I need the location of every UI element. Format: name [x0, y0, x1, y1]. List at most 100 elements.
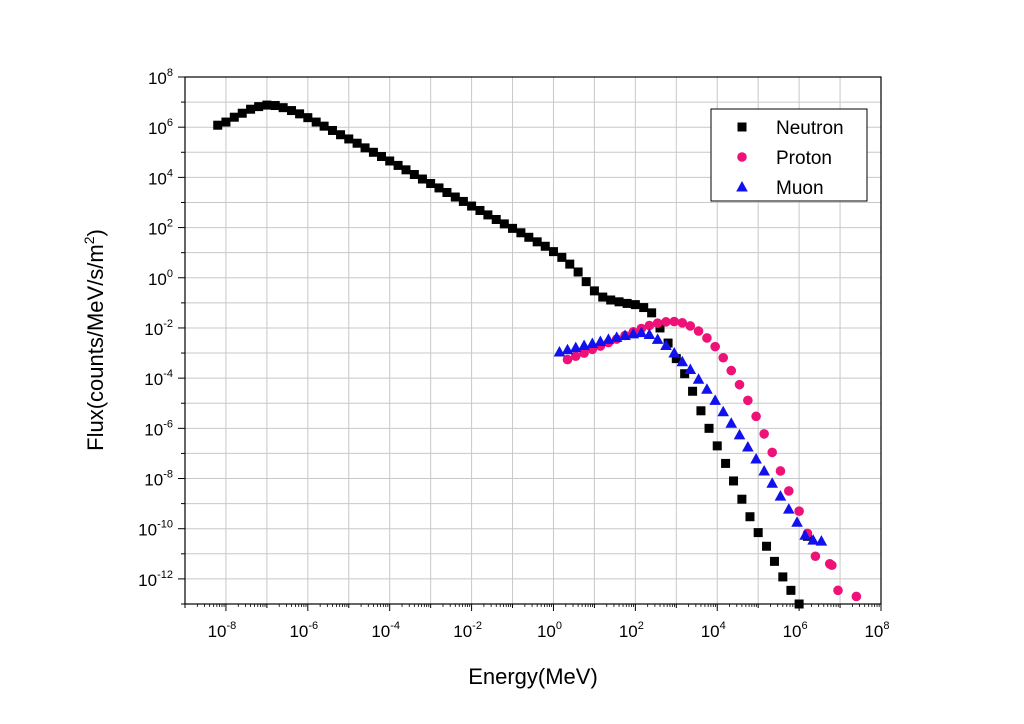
neutron-point — [221, 117, 231, 127]
x-tick-base: 10 — [864, 622, 883, 641]
muon-point — [610, 331, 623, 342]
muon-point — [684, 363, 697, 375]
neutron-point — [278, 103, 288, 113]
proton-point — [562, 354, 573, 365]
muon-point — [561, 343, 574, 355]
proton-point — [570, 351, 581, 361]
neutron-point — [630, 300, 640, 310]
y-tick-label: 10-12 — [138, 569, 173, 590]
neutron-point — [573, 267, 583, 277]
legend-item-proton: Proton — [737, 148, 832, 169]
y-tick-exponent: 8 — [167, 67, 173, 79]
y-tick-base: 10 — [144, 471, 163, 490]
proton-point — [851, 591, 862, 602]
neutron-point — [762, 541, 772, 551]
data-marks — [213, 100, 862, 609]
neutron-point — [344, 134, 354, 144]
muon-point — [709, 394, 721, 405]
y-axis-title-superscript: 2 — [81, 236, 97, 244]
y-tick-label: 10-6 — [144, 418, 173, 439]
y-tick-base: 10 — [144, 370, 163, 389]
muon-point — [676, 355, 689, 367]
muon-point — [578, 339, 590, 350]
y-axis-title: Flux(counts/MeV/s/m2) — [81, 229, 108, 451]
neutron-point — [745, 512, 755, 522]
neutron-point — [434, 183, 444, 193]
neutron-point — [508, 223, 518, 233]
neutron-point — [417, 174, 427, 184]
legend-item-neutron: Neutron — [737, 118, 844, 139]
neutron-point — [696, 406, 706, 416]
neutron-point — [237, 108, 247, 118]
y-tick-label: 106 — [148, 117, 173, 138]
proton-point — [827, 560, 837, 571]
y-tick-label: 10-8 — [144, 469, 173, 490]
y-tick-exponent: -8 — [163, 469, 173, 481]
y-tick-exponent: -10 — [157, 519, 173, 531]
grid — [185, 77, 881, 604]
proton-point — [652, 318, 663, 328]
legend-marker-muon — [736, 181, 748, 192]
neutron-point — [393, 160, 403, 170]
neutron-point — [458, 196, 468, 206]
proton-point — [751, 411, 761, 422]
y-tick-label: 100 — [148, 268, 173, 289]
neutron-point — [622, 298, 632, 308]
neutron-point — [548, 247, 558, 257]
x-tick-exponent: -2 — [472, 620, 482, 632]
neutron-point — [647, 308, 657, 318]
neutron-point — [303, 113, 313, 123]
muon-point — [717, 405, 730, 417]
y-tick-label: 108 — [148, 67, 173, 88]
y-tick-exponent: 0 — [167, 268, 173, 280]
axis-ticks — [178, 76, 882, 611]
y-tick-labels: 10-1210-1010-810-610-410-210010210410610… — [138, 67, 173, 590]
muon-point — [569, 341, 582, 353]
neutron-point — [589, 286, 599, 296]
legend: Neutron Proton Muon — [710, 108, 868, 202]
proton-point — [579, 348, 589, 358]
neutron-point — [475, 205, 485, 215]
muon-point — [651, 333, 664, 344]
proton-point — [726, 365, 737, 376]
y-tick-label: 10-2 — [144, 318, 173, 339]
y-tick-base: 10 — [144, 320, 163, 339]
x-tick-label: 10-6 — [289, 620, 318, 641]
y-tick-label: 10-4 — [144, 368, 173, 389]
neutron-point — [794, 599, 804, 609]
legend-box — [710, 108, 868, 202]
proton-point — [702, 333, 712, 343]
muon-point — [701, 383, 713, 394]
neutron-point — [442, 187, 452, 197]
neutron-point — [262, 100, 272, 110]
y-tick-exponent: -4 — [163, 368, 173, 380]
x-tick-exponent: 4 — [720, 620, 726, 632]
neutron-point — [368, 147, 378, 157]
neutron-point — [786, 585, 796, 595]
neutron-point — [557, 252, 567, 262]
neutron-point — [319, 121, 329, 131]
neutron-point — [655, 323, 665, 333]
muon-point — [692, 373, 705, 384]
x-tick-base: 10 — [701, 622, 720, 641]
muon-point — [742, 441, 754, 452]
legend-item-muon: Muon — [736, 178, 824, 199]
neutron-point — [311, 117, 321, 127]
neutron-point — [213, 120, 223, 130]
muon-point — [733, 428, 746, 440]
plot-frame — [184, 76, 882, 605]
y-tick-label: 102 — [148, 218, 173, 239]
legend-label-proton: Proton — [776, 148, 832, 169]
y-tick-base: 10 — [148, 169, 167, 188]
x-tick-exponent: -8 — [227, 620, 237, 632]
x-tick-base: 10 — [537, 622, 556, 641]
neutron-point — [737, 494, 747, 504]
legend-label-muon: Muon — [776, 178, 824, 199]
x-axis-title: Energy(MeV) — [468, 664, 598, 689]
x-tick-label: 102 — [619, 620, 644, 641]
x-tick-label: 10-2 — [453, 620, 482, 641]
y-tick-exponent: -12 — [157, 569, 173, 581]
neutron-point — [540, 241, 550, 251]
proton-point — [710, 341, 720, 352]
neutron-point — [376, 151, 386, 161]
